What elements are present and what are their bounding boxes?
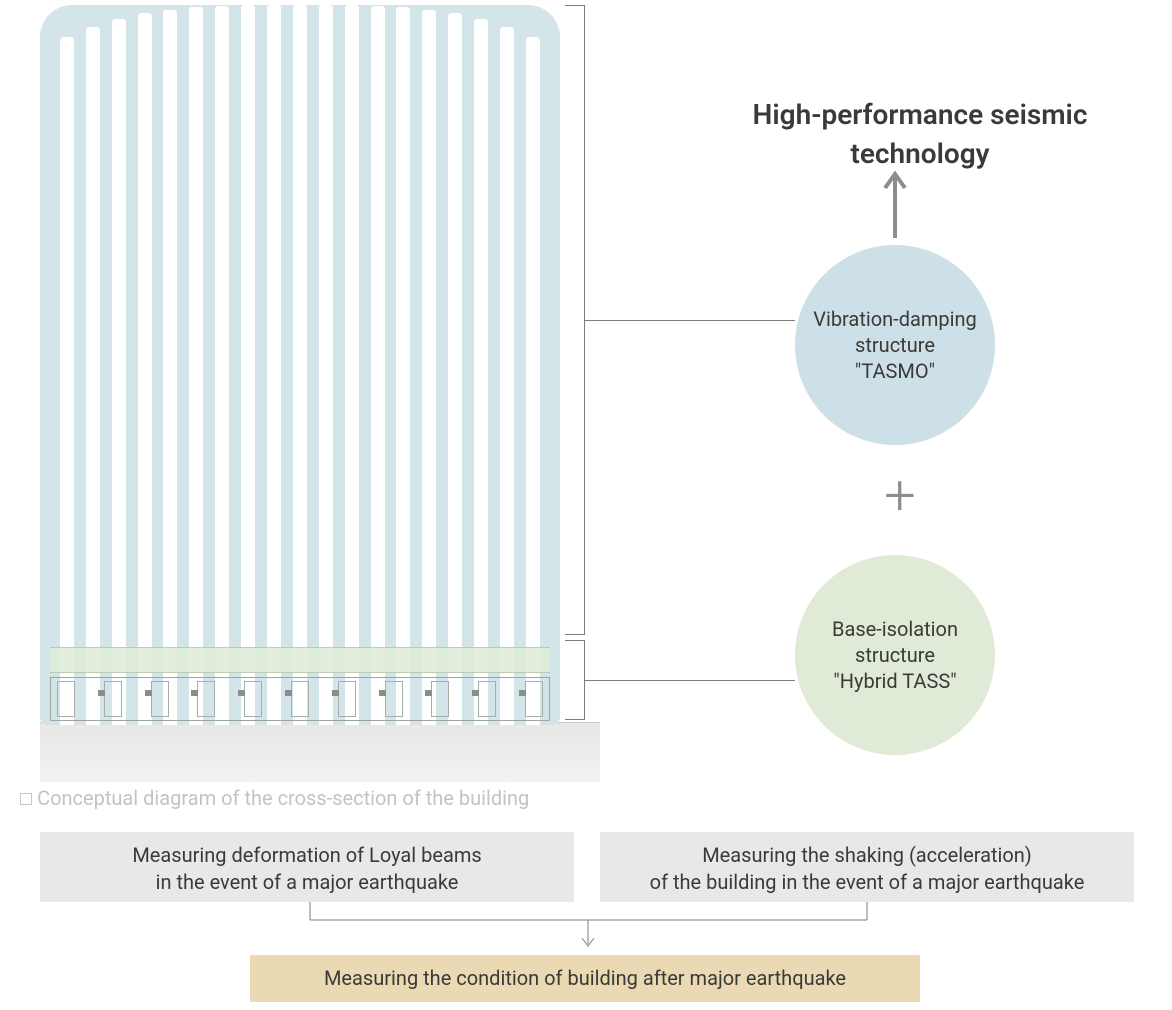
flow-right-line1: Measuring the shaking (acceleration) (702, 843, 1032, 867)
building-bar (448, 13, 462, 725)
building-bar (396, 7, 410, 725)
tass-line2: structure (855, 643, 935, 667)
foundation-pile (57, 681, 75, 717)
foundation-pile (478, 681, 496, 717)
right-title: High-performance seismic technology (700, 95, 1140, 173)
building-bar (422, 10, 436, 725)
building-bar (241, 5, 255, 725)
foundation-pile (151, 681, 169, 717)
tasmo-line1: Vibration-damping (813, 307, 977, 331)
plus-icon: + (875, 470, 925, 520)
foundation-pile (385, 681, 403, 717)
tasmo-line2: structure (855, 333, 935, 357)
circle-tass: Base-isolation structure "Hybrid TASS" (795, 555, 995, 755)
caption: □ Conceptual diagram of the cross-sectio… (20, 786, 529, 811)
tasmo-line3: "TASMO" (855, 359, 935, 383)
base-isolation-band (50, 647, 550, 673)
building-bar (474, 19, 488, 725)
building-bar (319, 5, 333, 725)
building-bar (500, 27, 514, 725)
flow-connector (40, 902, 1134, 952)
caption-bullet: □ (20, 786, 32, 810)
building-bar (60, 37, 74, 725)
flow-box-result: Measuring the condition of building afte… (250, 955, 920, 1002)
circle-tasmo: Vibration-damping structure "TASMO" (795, 245, 995, 445)
foundation-slab (40, 722, 600, 782)
flow-box-left: Measuring deformation of Loyal beams in … (40, 832, 574, 902)
foundation-pile (244, 681, 262, 717)
flow-box-right: Measuring the shaking (acceleration) of … (600, 832, 1134, 902)
building-bar (86, 27, 100, 725)
building-bar (189, 7, 203, 725)
flow-right-line2: of the building in the event of a major … (650, 870, 1085, 894)
tass-line3: "Hybrid TASS" (833, 669, 956, 693)
building-bar (371, 6, 385, 725)
flow-left-line1: Measuring deformation of Loyal beams (132, 843, 481, 867)
building-diagram (40, 0, 580, 760)
building-bar (345, 5, 359, 725)
foundation-pile (525, 681, 543, 717)
lead-line-to-tass (585, 680, 795, 681)
lead-line-to-tasmo (585, 320, 795, 321)
foundation-pile (104, 681, 122, 717)
building-bar (138, 13, 152, 725)
foundation-pile (291, 681, 309, 717)
flow-result-text: Measuring the condition of building afte… (324, 966, 846, 990)
building-bar (267, 5, 281, 725)
flow-left-line2: in the event of a major earthquake (156, 870, 459, 894)
bracket-lower (565, 640, 585, 720)
building-bar (526, 37, 540, 725)
building-body (40, 5, 560, 725)
tass-line1: Base-isolation (832, 617, 958, 641)
building-bar (293, 5, 307, 725)
building-bar (112, 19, 126, 725)
foundation-outline (50, 677, 550, 721)
building-bar (215, 6, 229, 725)
caption-text: Conceptual diagram of the cross-section … (37, 786, 529, 810)
arrow-up-icon (880, 170, 910, 240)
building-bar (163, 10, 177, 725)
foundation-pile (431, 681, 449, 717)
foundation-pile (338, 681, 356, 717)
foundation-pile (197, 681, 215, 717)
bracket-upper (565, 5, 585, 635)
